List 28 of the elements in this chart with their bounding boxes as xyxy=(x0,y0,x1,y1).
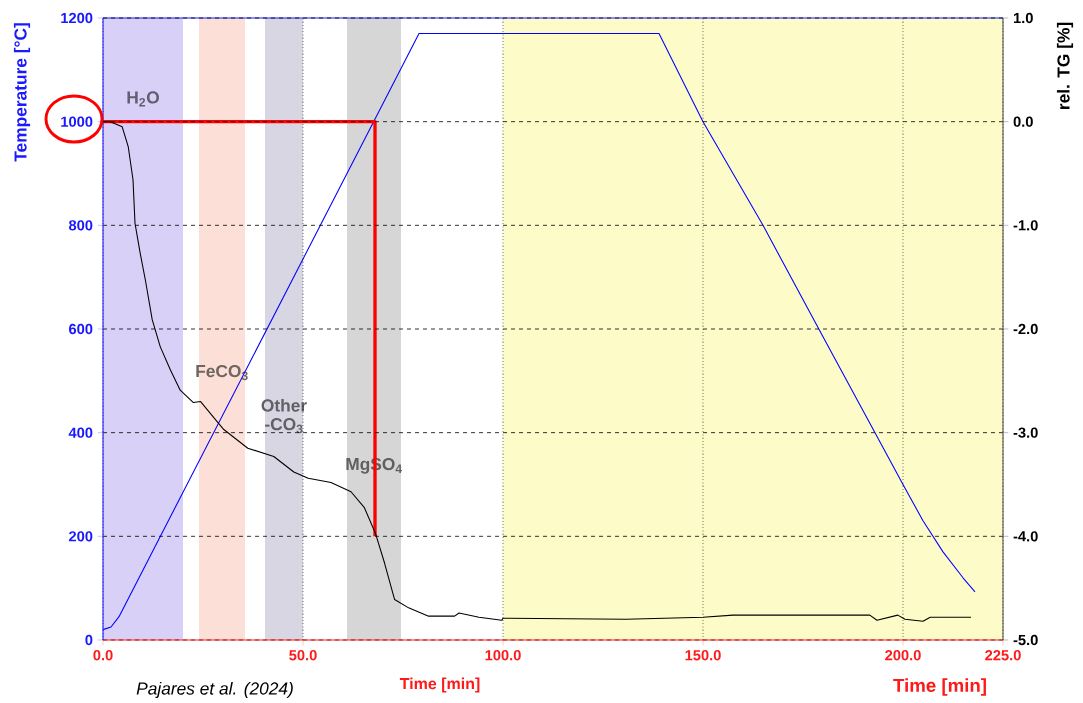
y-tick-label: 600 xyxy=(69,323,93,335)
x-tick-label: 200.0 xyxy=(885,650,921,661)
x-tick-label: 150.0 xyxy=(685,650,721,661)
band-label: H$_{2}$O xyxy=(127,91,159,107)
y2-tick-label: -2.0 xyxy=(1013,323,1038,335)
y-tick-label: 0 xyxy=(85,634,93,646)
y2-axis-title: rel. TG [%] xyxy=(1056,22,1074,109)
y-axis-title: Temperature [°C] xyxy=(13,23,31,162)
x-tick-label: 50.0 xyxy=(289,650,317,661)
text: Pajares et al. (2024) xyxy=(136,681,293,699)
line-series xyxy=(102,33,976,631)
y2-tick-label: -4.0 xyxy=(1013,531,1038,542)
y2-tick-label: -3.0 xyxy=(1013,427,1038,438)
y2-tick-label: 1.0 xyxy=(1013,12,1033,24)
y-tick-label: 200 xyxy=(68,531,93,542)
y-tick-label: 800 xyxy=(68,220,93,231)
x-tick-label: 0.0 xyxy=(93,650,113,661)
x-axis-title: Time [min] xyxy=(893,678,986,696)
text: Time [min] xyxy=(399,677,480,693)
band-label: Other -CO$_{3}$ xyxy=(261,398,307,434)
y-tick-label: 1000 xyxy=(61,116,93,127)
y2-tick-label: 0.0 xyxy=(1013,116,1033,127)
x-tick-label: 100.0 xyxy=(485,650,521,661)
y2-tick-label: -5.0 xyxy=(1013,634,1038,646)
x-tick-label: 225.0 xyxy=(985,650,1021,661)
y-tick-label: 400 xyxy=(68,427,93,438)
y2-tick-label: -1.0 xyxy=(1013,220,1038,231)
y-tick-label: 1200 xyxy=(61,12,93,24)
